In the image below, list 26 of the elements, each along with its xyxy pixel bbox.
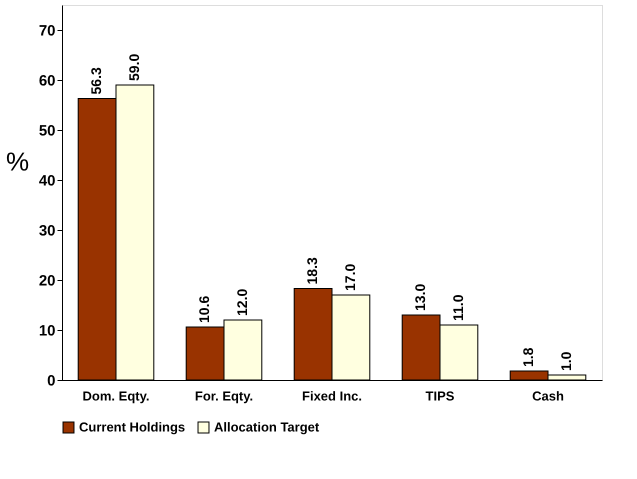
data-label: 17.0 [342,264,358,291]
y-tick-label: 40 [38,172,56,190]
data-label: 13.0 [412,284,428,311]
y-tick-label: 70 [38,22,56,40]
x-tick-label: Dom. Eqty. [82,388,150,404]
data-label: 59.0 [126,54,142,81]
y-axis-title: % [6,146,30,176]
data-label: 18.3 [304,257,320,284]
y-tick-label: 10 [38,322,56,340]
y-tick-label: 60 [38,72,56,90]
legend-label: Current Holdings [79,420,186,435]
legend-label: Allocation Target [214,420,320,435]
y-tick-label: 30 [38,222,56,240]
data-label: 1.8 [520,347,536,367]
y-tick-label: 20 [38,272,56,290]
data-label: 11.0 [450,294,466,321]
x-tick-label: Fixed Inc. [302,388,362,404]
data-label: 12.0 [234,288,250,316]
data-label: 56.3 [88,67,104,94]
data-label: 10.6 [196,296,212,323]
y-tick-label: 0 [47,372,56,390]
x-tick-label: TIPS [426,388,455,404]
x-tick-label: For. Eqty. [194,388,254,404]
y-tick-label: 50 [38,122,56,140]
data-label: 1.0 [558,351,574,371]
x-tick-label: Cash [532,388,564,404]
